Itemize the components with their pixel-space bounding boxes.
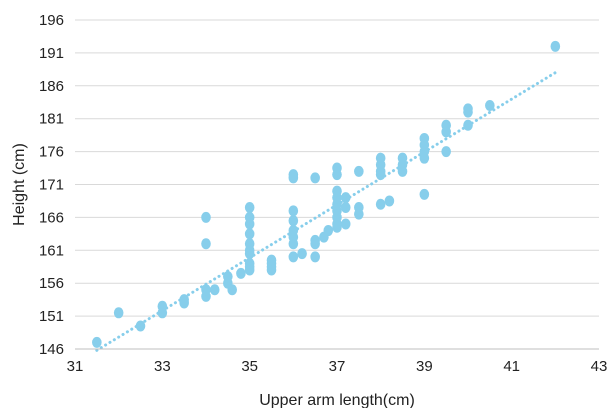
x-tick-label: 33 [154, 358, 171, 375]
data-point [323, 225, 334, 237]
data-point [485, 100, 495, 112]
data-point [266, 254, 277, 266]
y-tick-label: 171 [39, 177, 64, 194]
data-point [354, 202, 364, 214]
x-tick-label: 37 [329, 358, 346, 375]
data-point [340, 218, 351, 230]
data-point [310, 172, 320, 184]
data-point [244, 228, 255, 240]
x-tick-label: 41 [503, 358, 520, 375]
y-tick-label: 156 [39, 275, 64, 292]
data-point [244, 238, 255, 250]
data-point [441, 119, 451, 131]
data-point [209, 284, 220, 296]
data-point [550, 40, 561, 52]
y-tick-label: 161 [39, 242, 64, 259]
y-tick-label: 186 [39, 78, 64, 95]
data-point [201, 211, 211, 223]
data-point [332, 162, 342, 174]
data-point [419, 132, 430, 144]
data-point [244, 211, 255, 223]
data-point [310, 251, 320, 263]
x-axis-title: Upper arm length(cm) [259, 392, 415, 408]
y-tick-label: 191 [39, 45, 64, 62]
data-point [310, 234, 320, 246]
data-point [227, 284, 237, 296]
data-point [419, 188, 430, 200]
data-point [244, 202, 255, 214]
data-point [288, 225, 299, 237]
y-tick-label: 176 [39, 144, 64, 161]
data-point [157, 300, 168, 312]
data-point [92, 336, 102, 348]
data-point [244, 257, 255, 269]
data-point [384, 195, 395, 207]
data-point [288, 251, 299, 263]
x-tick-labels: 31 33 35 37 39 41 43 [67, 358, 608, 375]
data-point [297, 248, 307, 260]
data-point [340, 202, 351, 214]
gridlines [75, 19, 599, 317]
data-point [340, 192, 351, 204]
y-axis-title: Height (cm) [11, 143, 28, 226]
data-point [288, 215, 299, 227]
data-point [113, 307, 124, 319]
data-point [375, 198, 386, 210]
x-tick-label: 39 [416, 358, 433, 375]
data-point [288, 169, 299, 181]
y-tick-label: 166 [39, 209, 64, 226]
data-point [135, 320, 146, 332]
data-point [397, 152, 408, 164]
x-tick-label: 43 [591, 358, 608, 375]
data-points [92, 40, 561, 348]
y-tick-labels: 146 151 156 161 166 171 176 181 186 191 196 [39, 12, 64, 358]
data-point [236, 267, 246, 279]
y-tick-label: 146 [39, 341, 64, 358]
x-tick-label: 35 [241, 358, 258, 375]
y-tick-label: 181 [39, 111, 64, 128]
y-tick-label: 151 [39, 308, 64, 325]
data-point [441, 146, 451, 158]
data-point [375, 152, 386, 164]
data-point [201, 284, 211, 296]
x-tick-label: 31 [67, 358, 84, 375]
data-point [288, 205, 299, 217]
data-point [354, 165, 364, 177]
data-point [332, 185, 342, 197]
data-point [223, 271, 233, 283]
y-tick-label: 196 [39, 12, 64, 29]
data-point [463, 103, 473, 115]
data-point [179, 294, 189, 306]
data-point [201, 238, 211, 250]
data-point [463, 119, 473, 131]
